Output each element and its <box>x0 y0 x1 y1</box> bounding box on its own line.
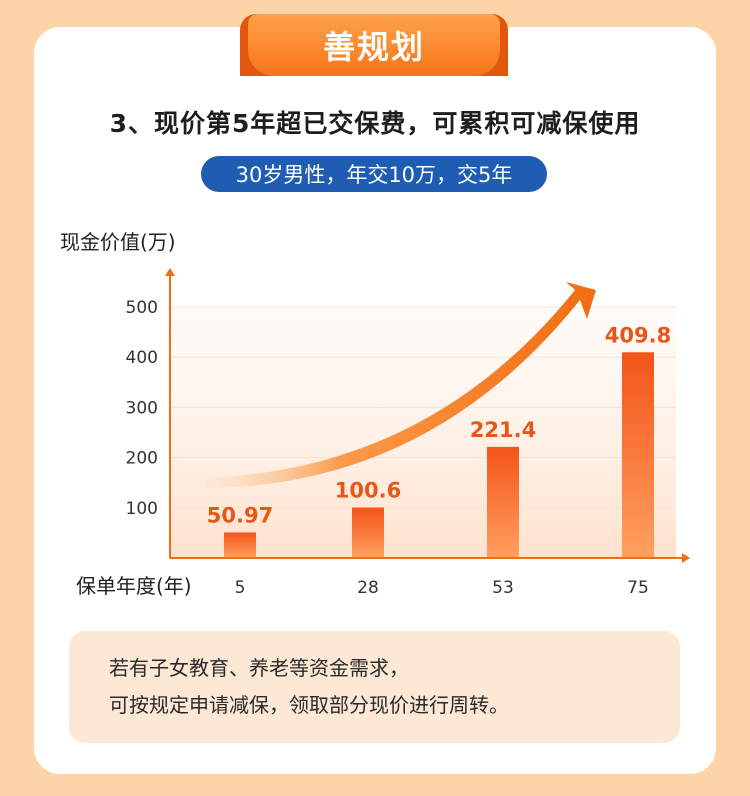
bar <box>224 532 256 558</box>
x-tick-label: 75 <box>627 578 649 598</box>
data-label: 50.97 <box>207 503 273 527</box>
x-tick-label: 53 <box>492 578 514 598</box>
x-axis-title: 保单年度(年) <box>76 574 192 598</box>
x-axis-arrow <box>682 553 690 563</box>
tip-line-1: 若有子女教育、养老等资金需求， <box>109 656 409 680</box>
y-tick-label: 300 <box>126 398 158 418</box>
bar <box>622 352 654 558</box>
y-tick-label: 200 <box>126 449 158 469</box>
x-tick-label: 28 <box>357 578 379 598</box>
subtitle-text: 30岁男性，年交10万，交5年 <box>235 163 513 187</box>
subtitle-pill: 30岁男性，年交10万，交5年 <box>201 156 547 192</box>
data-label: 100.6 <box>335 478 401 502</box>
banner-tab: 善规划 <box>248 14 500 76</box>
y-tick-label: 500 <box>126 298 158 318</box>
cash-value-bar-chart: 100 200 300 400 500 50.97 5 100.6 28 221.4 53 409.8… <box>60 230 690 598</box>
y-axis-arrow <box>165 268 175 276</box>
data-label: 221.4 <box>470 418 536 442</box>
tip-line-2: 可按规定申请减保，领取部分现价进行周转。 <box>109 693 509 717</box>
x-tick-label: 5 <box>235 578 246 598</box>
bar <box>487 446 519 558</box>
page-title: 3、现价第5年超已交保费，可累积可减保使用 <box>109 109 641 138</box>
tip-box: 若有子女教育、养老等资金需求， 可按规定申请减保，领取部分现价进行周转。 <box>69 631 680 743</box>
y-axis-title: 现金价值(万) <box>60 230 176 254</box>
bar <box>352 507 384 558</box>
data-label: 409.8 <box>605 323 671 347</box>
y-tick-label: 100 <box>126 499 158 519</box>
y-tick-label: 400 <box>126 348 158 368</box>
banner-title: 善规划 <box>322 28 425 66</box>
